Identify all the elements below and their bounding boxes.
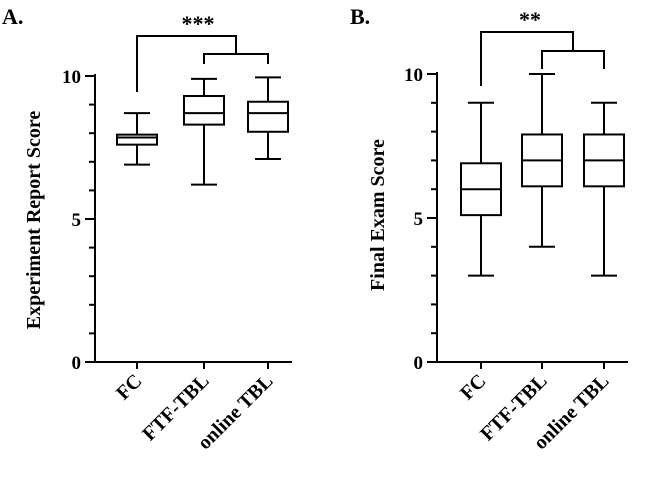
y-tick-label: 10 — [404, 65, 423, 86]
box-ftf-tbl — [183, 77, 225, 186]
box-online-tbl — [247, 76, 289, 160]
box-fc — [460, 101, 502, 277]
box-online-tbl — [583, 101, 625, 277]
y-axis-title: Final Exam Score — [367, 139, 389, 291]
significance-bracket — [480, 31, 574, 86]
box-fc — [116, 112, 158, 166]
significance-subbracket — [541, 50, 605, 69]
box-ftf-tbl — [521, 73, 563, 248]
y-tick-label: 5 — [72, 210, 82, 231]
y-tick-label: 10 — [62, 67, 81, 88]
y-tick-label: 5 — [414, 209, 424, 230]
y-tick-label: 0 — [72, 353, 82, 374]
panel-label: B. — [350, 4, 370, 29]
y-tick-label: 0 — [414, 353, 424, 374]
iqr-box — [183, 95, 225, 126]
significance-subbracket — [203, 53, 269, 64]
panel-label: A. — [2, 4, 23, 29]
iqr-box — [247, 100, 289, 133]
significance-bracket — [136, 35, 237, 92]
y-axis-title: Experiment Report Score — [23, 111, 45, 330]
significance-marker: ** — [519, 7, 541, 32]
iqr-box — [116, 133, 158, 146]
category-label: FC — [112, 370, 146, 404]
significance-marker: *** — [182, 11, 215, 36]
category-label: FC — [456, 370, 490, 404]
